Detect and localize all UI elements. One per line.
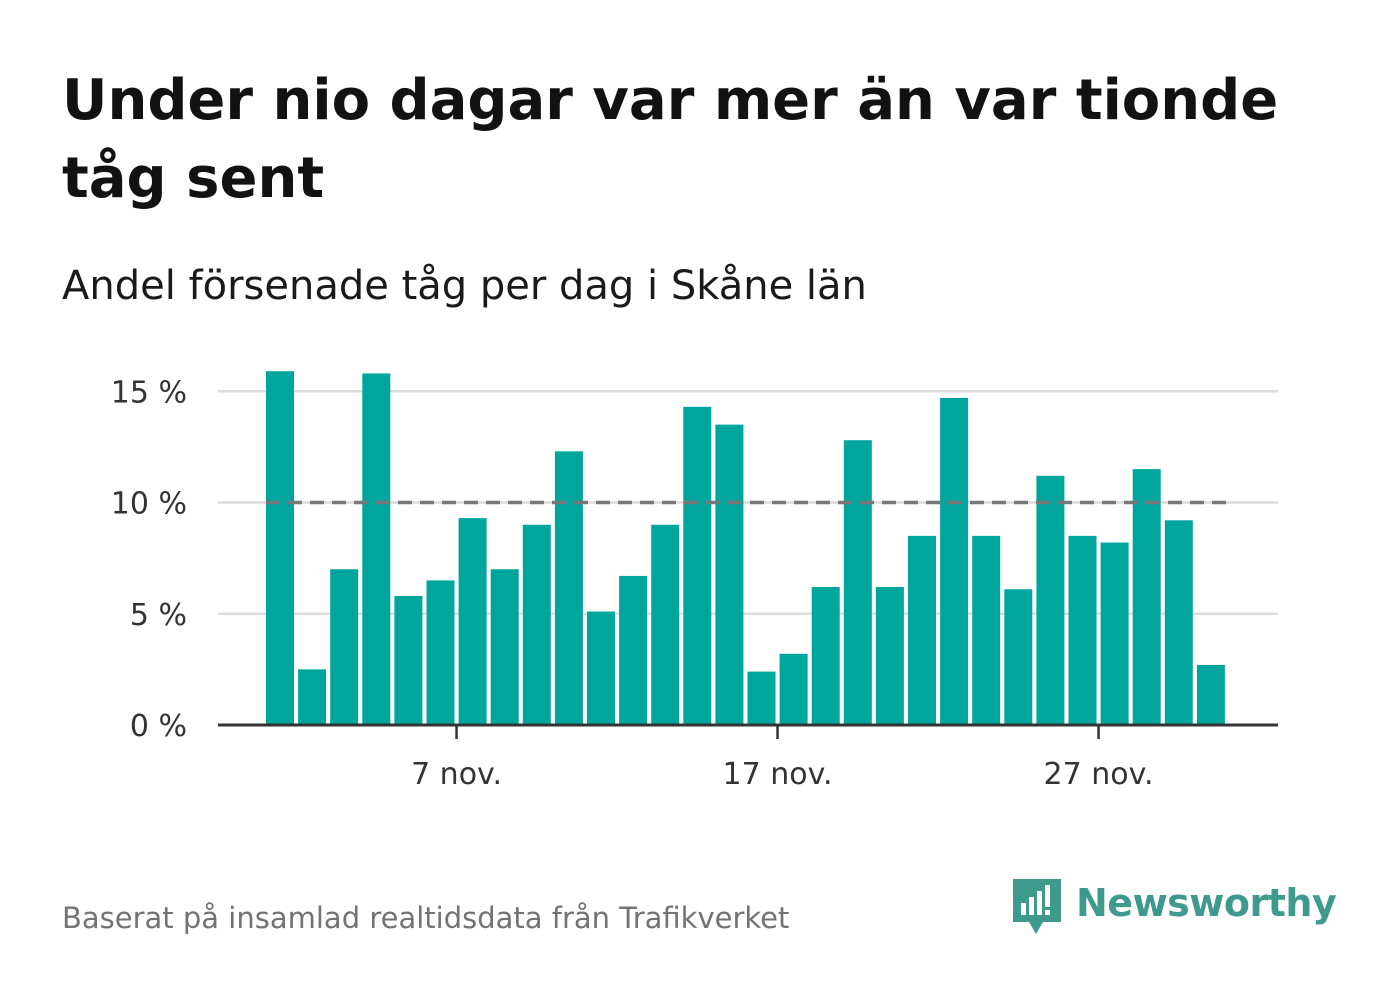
x-axis-tick-labels: 7 nov. 17 nov. 27 nov. [411,757,1154,792]
bar [747,671,776,725]
bar [458,518,487,725]
bar [1068,535,1097,725]
x-tick-label: 17 nov. [723,757,833,792]
bar [1036,475,1065,725]
bar [1100,542,1129,725]
y-tick-label: 5 % [130,598,187,633]
bar [940,397,969,725]
bar [619,575,648,725]
bar-chart: 0 % 5 % 10 % 15 % 7 nov. 17 nov. 27 nov. [111,371,1278,792]
y-axis-tick-labels: 0 % 5 % 10 % 15 % [111,375,187,744]
bar [522,524,551,725]
bar [875,587,904,725]
bar [715,424,744,725]
y-tick-label: 0 % [130,709,187,744]
brand-name: Newsworthy [1076,881,1337,925]
bar [683,406,712,725]
bar [362,373,391,725]
chart-title: Under nio dagar var mer än var tionde tå… [62,68,1279,211]
brand-logo: Newsworthy [1010,876,1337,946]
bar [1196,664,1225,725]
bar [394,595,423,725]
bar [1132,469,1161,725]
bar [1004,589,1033,725]
bar [490,569,519,725]
bar [1164,520,1193,725]
bar [779,653,808,725]
bar [298,669,327,725]
bar [426,580,455,725]
x-tick-label: 27 nov. [1044,757,1154,792]
newsworthy-logo-icon [1013,879,1061,934]
bar [651,524,680,725]
y-tick-label: 15 % [111,375,187,410]
x-tick-label: 7 nov. [411,757,502,792]
bar [972,535,1001,725]
bar [330,569,359,725]
bar [843,440,872,725]
bar [554,451,583,725]
chart-subtitle: Andel försenade tåg per dag i Skåne län [62,263,867,309]
y-tick-label: 10 % [111,487,187,522]
bar [587,611,615,725]
bars [266,371,1225,725]
source-note: Baserat på insamlad realtidsdata från Tr… [62,901,790,935]
bar [266,371,294,725]
x-axis [218,723,1278,739]
bar [811,587,840,725]
bar [908,535,936,725]
